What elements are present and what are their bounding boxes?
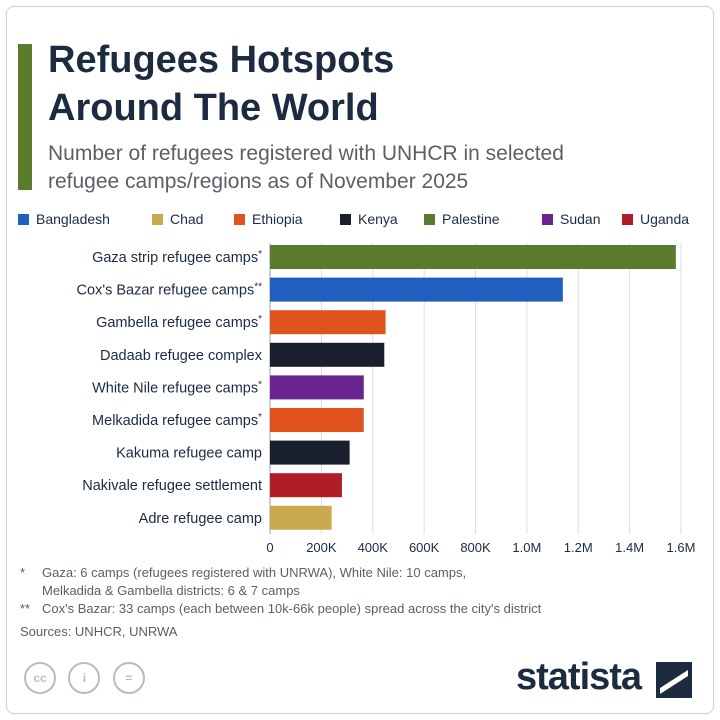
chart-title-line-1: Refugees Hotspots: [48, 39, 395, 81]
footnote-marker: *: [258, 379, 262, 390]
bar-category-label: White Nile refugee camps*: [92, 379, 262, 396]
legend-item-uganda: Uganda: [622, 211, 689, 227]
license-icons: cc i =: [24, 662, 153, 696]
sources: Sources: UNHCR, UNRWA: [20, 624, 178, 639]
legend-item-chad: Chad: [152, 211, 203, 227]
chart-subtitle-line-1: Number of refugees registered with UNHCR…: [48, 142, 564, 165]
x-tick-label: 1.2M: [564, 540, 593, 555]
footnote-2: ** Cox's Bazar: 33 camps (each between 1…: [20, 600, 700, 618]
bar[interactable]: [270, 505, 332, 530]
x-tick-label: 800K: [460, 540, 491, 555]
bar[interactable]: [270, 473, 342, 498]
bar[interactable]: [270, 375, 364, 400]
legend-item-sudan: Sudan: [542, 211, 600, 227]
x-tick-label: 1.4M: [615, 540, 644, 555]
footnote-1-line-1: Gaza: 6 camps (refugees registered with …: [42, 565, 467, 580]
legend-swatch: [152, 214, 163, 225]
legend-swatch: [424, 214, 435, 225]
chart-notes: * Gaza: 6 camps (refugees registered wit…: [20, 564, 700, 641]
bar-category-label: Dadaab refugee complex: [100, 348, 263, 364]
bar-category-label: Gambella refugee camps*: [96, 314, 262, 331]
legend-label: Palestine: [442, 211, 500, 227]
cc-icon[interactable]: cc: [24, 662, 56, 694]
x-tick-label: 200K: [306, 540, 337, 555]
bar[interactable]: [270, 440, 350, 465]
bar-category-label: Cox's Bazar refugee camps**: [77, 282, 263, 299]
attribution-icon[interactable]: i: [68, 662, 101, 694]
bar[interactable]: [270, 342, 385, 367]
bar[interactable]: [270, 277, 563, 302]
legend-label: Bangladesh: [36, 211, 110, 227]
legend-label: Ethiopia: [252, 211, 303, 227]
x-tick-label: 400K: [358, 540, 389, 555]
legend-item-ethiopia: Ethiopia: [234, 211, 303, 227]
bar-category-label: Gaza strip refugee camps*: [92, 249, 262, 266]
bar-category-label: Nakivale refugee settlement: [82, 478, 262, 494]
legend-label: Sudan: [560, 211, 601, 227]
legend-item-palestine: Palestine: [424, 211, 500, 227]
footnote-marker: *: [258, 412, 262, 423]
legend-swatch: [542, 214, 553, 225]
legend-swatch: [234, 214, 245, 225]
footnote-1-marker: *: [20, 565, 26, 580]
legend-swatch: [340, 214, 351, 225]
footnote-2-line-1: Cox's Bazar: 33 camps (each between 10k-…: [42, 601, 542, 616]
footnote-marker: **: [254, 282, 262, 293]
footnote-marker: *: [258, 249, 262, 260]
legend-label: Kenya: [358, 211, 398, 227]
footnote-2-marker: **: [20, 601, 31, 616]
footnote-1-line-2: Melkadida & Gambella districts: 6 & 7 ca…: [42, 583, 300, 598]
bar-category-label: Kakuma refugee camp: [116, 446, 262, 462]
bar[interactable]: [270, 310, 386, 335]
bar[interactable]: [270, 408, 364, 432]
footnote-marker: *: [258, 314, 262, 325]
statista-logo[interactable]: statista: [516, 656, 642, 698]
title-accent-bar: [18, 44, 32, 190]
chart-title: Refugees Hotspots Around The World: [48, 36, 688, 132]
legend-swatch: [622, 214, 633, 225]
chart-legend: Bangladesh Chad Ethiopia Kenya Palestine…: [18, 211, 708, 231]
legend-label: Uganda: [640, 211, 690, 227]
x-tick-label: 1.6M: [667, 540, 696, 555]
legend-item-kenya: Kenya: [340, 211, 398, 227]
x-tick-label: 0: [266, 540, 273, 555]
legend-item-bangladesh: Bangladesh: [18, 211, 110, 227]
bar[interactable]: [270, 245, 676, 269]
chart-subtitle-line-2: refugee camps/regions as of November 202…: [48, 170, 469, 193]
x-tick-label: 600K: [409, 540, 440, 555]
footnote-1: * Gaza: 6 camps (refugees registered wit…: [20, 564, 700, 600]
no-derivatives-icon[interactable]: =: [112, 662, 145, 694]
x-tick-label: 1.0M: [512, 540, 541, 555]
chart-title-line-2: Around The World: [48, 87, 379, 129]
bar-category-label: Adre refugee camp: [139, 511, 262, 527]
legend-label: Chad: [170, 211, 204, 227]
bar-category-label: Melkadida refugee camps*: [92, 412, 262, 429]
chart-subtitle: Number of refugees registered with UNHCR…: [48, 140, 688, 196]
legend-swatch: [18, 214, 29, 225]
statista-logo-icon: [656, 662, 692, 698]
